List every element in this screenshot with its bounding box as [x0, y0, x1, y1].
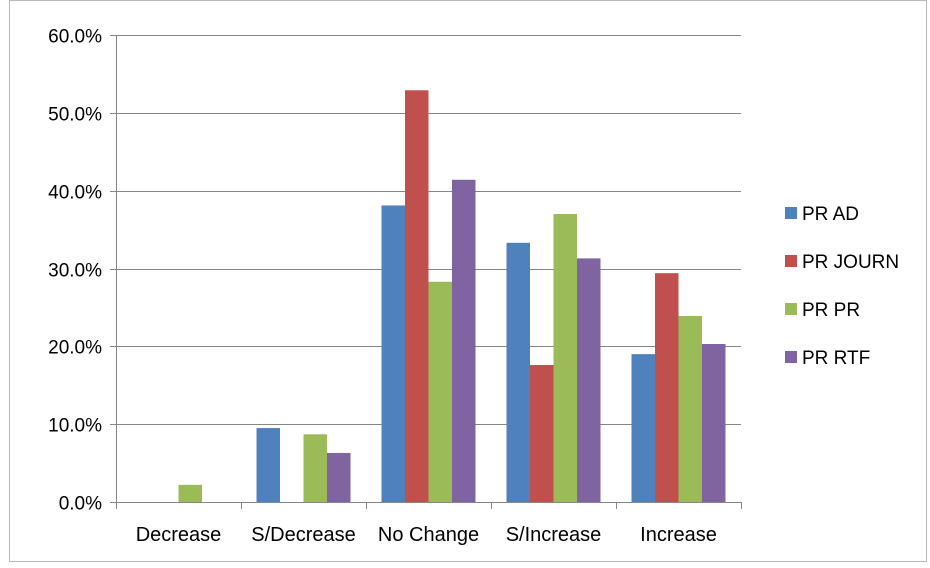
y-tick-label: 10.0% [48, 416, 102, 437]
bars [178, 90, 726, 503]
legend-label: PR JOURN [802, 252, 899, 273]
y-tick-label: 20.0% [48, 338, 102, 359]
bar-pr-journ-increase [655, 273, 679, 502]
legend: PR AD PR JOURN PR PR PR RTF [785, 204, 899, 369]
y-tick-label: 60.0% [48, 27, 102, 48]
bar-pr-rtf-no-change [452, 179, 476, 502]
bar-pr-ad-s-increase [506, 242, 530, 502]
legend-label: PR AD [802, 204, 859, 225]
legend-swatch [785, 303, 797, 315]
y-tick-label: 50.0% [48, 105, 102, 126]
bar-pr-rtf-s-increase [577, 258, 601, 502]
x-tick-label: Increase [640, 524, 717, 546]
bar-pr-pr-decrease [178, 484, 202, 502]
chart-frame: 0.0% 10.0% 20.0% 30.0% 40.0% 50.0% 60.0% Decre… [9, 0, 927, 562]
y-axis: 0.0% 10.0% 20.0% 30.0% 40.0% 50.0% 60.0% [48, 27, 117, 515]
x-tick-label: Decrease [136, 524, 222, 546]
legend-label: PR PR [802, 300, 860, 321]
bar-pr-ad-increase [631, 354, 655, 502]
legend-swatch [785, 255, 797, 267]
x-tick-label: S/Decrease [251, 524, 356, 546]
bar-pr-journ-s-increase [530, 365, 554, 502]
bar-chart: 0.0% 10.0% 20.0% 30.0% 40.0% 50.0% 60.0% Decre… [48, 27, 899, 547]
legend-label: PR RTF [802, 348, 870, 369]
y-tick-label: 0.0% [59, 494, 102, 515]
bar-pr-pr-increase [678, 315, 702, 502]
legend-swatch [785, 207, 797, 219]
bar-pr-ad-no-change [381, 205, 405, 502]
bar-pr-pr-s-increase [553, 214, 577, 502]
bar-pr-journ-no-change [405, 90, 429, 503]
x-tick-label: S/Increase [506, 524, 602, 546]
x-tick-label: No Change [378, 524, 479, 546]
legend-swatch [785, 351, 797, 363]
x-axis: Decrease S/Decrease No Change S/Increase Inc… [116, 502, 742, 546]
bar-pr-ad-s-decrease [256, 428, 280, 502]
bar-pr-pr-s-decrease [303, 434, 327, 502]
y-tick-label: 40.0% [48, 183, 102, 204]
bar-pr-rtf-increase [702, 343, 726, 502]
bar-pr-rtf-s-decrease [327, 452, 351, 502]
y-tick-label: 30.0% [48, 261, 102, 282]
bar-pr-pr-no-change [428, 281, 452, 502]
